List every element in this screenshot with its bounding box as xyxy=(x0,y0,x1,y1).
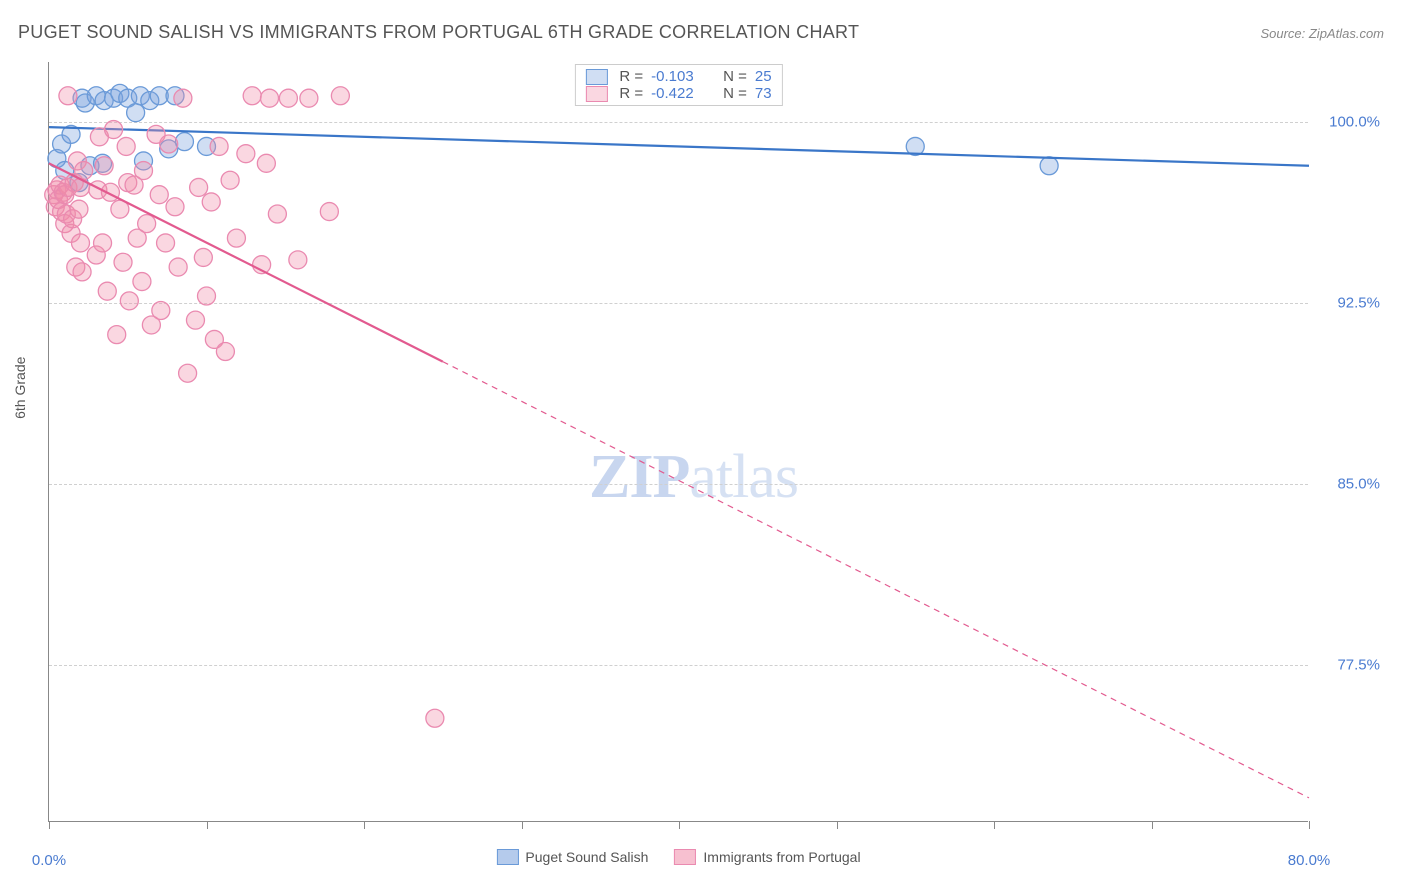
x-tick xyxy=(364,821,365,829)
x-tick xyxy=(837,821,838,829)
x-tick-label: 0.0% xyxy=(32,852,66,869)
data-point xyxy=(114,253,132,271)
correlation-legend: R = -0.103 N = 25 R = -0.422 N = 73 xyxy=(574,64,782,106)
n-label: N = xyxy=(723,68,747,85)
series-legend: Puget Sound Salish Immigrants from Portug… xyxy=(496,849,860,865)
legend-series-label: Immigrants from Portugal xyxy=(703,849,860,865)
source-attribution: Source: ZipAtlas.com xyxy=(1260,26,1384,41)
data-point xyxy=(216,343,234,361)
data-point xyxy=(72,234,90,252)
data-point xyxy=(108,326,126,344)
y-tick-label: 92.5% xyxy=(1316,295,1380,312)
data-point xyxy=(169,258,187,276)
scatter-plot-svg xyxy=(49,62,1308,821)
data-point xyxy=(120,292,138,310)
data-point xyxy=(198,287,216,305)
legend-swatch xyxy=(585,86,607,102)
x-tick xyxy=(207,821,208,829)
data-point xyxy=(150,186,168,204)
data-point xyxy=(174,89,192,107)
r-value: -0.422 xyxy=(651,85,705,102)
data-point xyxy=(94,234,112,252)
legend-series-label: Puget Sound Salish xyxy=(525,849,648,865)
data-point xyxy=(289,251,307,269)
chart-plot-area: ZIPatlas 77.5%85.0%92.5%100.0% 0.0%80.0%… xyxy=(48,62,1308,822)
y-tick-label: 85.0% xyxy=(1316,476,1380,493)
data-point xyxy=(243,87,261,105)
data-point xyxy=(1040,157,1058,175)
data-point xyxy=(175,133,193,151)
data-point xyxy=(152,302,170,320)
data-point xyxy=(127,104,145,122)
data-point xyxy=(268,205,286,223)
trend-line-solid xyxy=(49,127,1309,166)
data-point xyxy=(157,234,175,252)
data-point xyxy=(194,248,212,266)
r-label: R = xyxy=(619,68,643,85)
legend-swatch xyxy=(674,849,696,865)
data-point xyxy=(166,198,184,216)
legend-correlation-row: R = -0.103 N = 25 xyxy=(585,68,771,85)
trend-line-dashed xyxy=(443,362,1309,798)
legend-series-item: Immigrants from Portugal xyxy=(674,849,860,865)
data-point xyxy=(73,263,91,281)
data-point xyxy=(257,154,275,172)
r-value: -0.103 xyxy=(651,68,705,85)
data-point xyxy=(186,311,204,329)
n-value: 25 xyxy=(755,68,772,85)
data-point xyxy=(227,229,245,247)
legend-series-item: Puget Sound Salish xyxy=(496,849,648,865)
data-point xyxy=(70,200,88,218)
data-point xyxy=(210,137,228,155)
data-point xyxy=(133,273,151,291)
data-point xyxy=(300,89,318,107)
chart-title: PUGET SOUND SALISH VS IMMIGRANTS FROM PO… xyxy=(18,22,859,43)
data-point xyxy=(202,193,220,211)
y-tick-label: 77.5% xyxy=(1316,657,1380,674)
data-point xyxy=(179,364,197,382)
legend-swatch xyxy=(496,849,518,865)
x-tick-label: 80.0% xyxy=(1288,852,1331,869)
data-point xyxy=(190,178,208,196)
n-value: 73 xyxy=(755,85,772,102)
x-tick xyxy=(49,821,50,829)
data-point xyxy=(105,121,123,139)
r-label: R = xyxy=(619,85,643,102)
n-label: N = xyxy=(723,85,747,102)
x-tick xyxy=(522,821,523,829)
y-axis-label: 6th Grade xyxy=(12,357,28,419)
data-point xyxy=(279,89,297,107)
data-point xyxy=(160,135,178,153)
x-tick xyxy=(1152,821,1153,829)
data-point xyxy=(138,215,156,233)
data-point xyxy=(261,89,279,107)
x-tick xyxy=(1309,821,1310,829)
data-point xyxy=(331,87,349,105)
x-tick xyxy=(679,821,680,829)
data-point xyxy=(135,162,153,180)
legend-correlation-row: R = -0.422 N = 73 xyxy=(585,85,771,102)
legend-swatch xyxy=(585,69,607,85)
data-point xyxy=(426,709,444,727)
x-tick xyxy=(994,821,995,829)
data-point xyxy=(237,145,255,163)
data-point xyxy=(95,157,113,175)
data-point xyxy=(320,203,338,221)
data-point xyxy=(117,137,135,155)
y-tick-label: 100.0% xyxy=(1316,114,1380,131)
data-point xyxy=(59,87,77,105)
data-point xyxy=(221,171,239,189)
data-point xyxy=(98,282,116,300)
